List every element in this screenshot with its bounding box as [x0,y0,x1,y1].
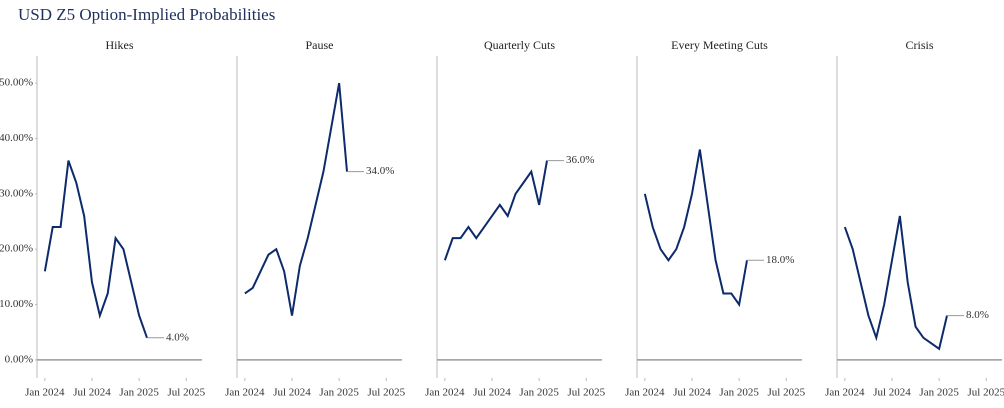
value-label: 34.0% [366,165,394,177]
value-label: 36.0% [566,154,594,166]
x-tick-label: Jul 2025 [167,387,205,399]
x-tick-label: Jan 2024 [25,387,65,399]
y-tick-label: 0.00% [5,353,33,365]
y-tick-label: 40.00% [0,132,33,144]
panel-title: Crisis [905,38,933,52]
y-tick-label: 20.00% [0,243,33,255]
line [43,160,148,339]
line [843,215,948,351]
panel-title: Quarterly Cuts [484,38,555,52]
x-tick-label: Jul 2025 [967,387,1004,399]
chart-title: USD Z5 Option-Implied Probabilities [18,5,275,24]
x-tick-label: Jan 2025 [919,387,959,399]
x-tick-label: Jan 2024 [825,387,865,399]
line [443,160,548,261]
panel-title: Every Meeting Cuts [671,38,768,52]
x-tick-label: Jan 2025 [319,387,359,399]
x-tick-label: Jan 2025 [119,387,159,399]
x-tick-label: Jul 2024 [673,387,711,399]
x-tick-label: Jan 2024 [625,387,665,399]
value-label: 18.0% [766,254,794,266]
x-tick-label: Jan 2025 [519,387,559,399]
line [643,149,748,308]
x-tick-label: Jul 2025 [567,387,605,399]
panel-title: Pause [306,38,334,52]
x-tick-label: Jul 2025 [367,387,405,399]
x-tick-label: Jul 2024 [473,387,511,399]
y-tick-label: 10.00% [0,298,33,310]
x-tick-label: Jul 2025 [767,387,805,399]
value-label: 8.0% [966,309,989,321]
x-tick-label: Jul 2024 [273,387,311,399]
x-tick-label: Jul 2024 [873,387,911,399]
y-tick-label: 30.00% [0,187,33,199]
panel-title: Hikes [106,38,134,52]
x-tick-label: Jul 2024 [73,387,111,399]
line [244,82,348,316]
x-tick-label: Jan 2025 [719,387,759,399]
y-tick-label: 50.00% [0,77,33,89]
x-tick-label: Jan 2024 [225,387,265,399]
value-label: 4.0% [166,331,189,343]
x-tick-label: Jan 2024 [425,387,465,399]
